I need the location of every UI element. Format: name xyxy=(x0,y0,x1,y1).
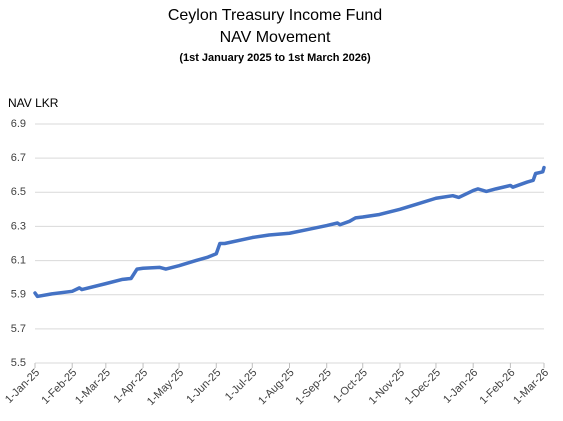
x-tick-label: 1-Dec-25 xyxy=(403,367,443,407)
x-tick-label: 1-Oct-25 xyxy=(331,367,370,406)
y-tick-label: 5.9 xyxy=(11,289,26,301)
y-axis-label: NAV LKR xyxy=(8,96,59,110)
date-range: (1st January 2025 to 1st March 2026) xyxy=(179,52,371,64)
y-tick-label: 6.1 xyxy=(11,254,26,266)
x-tick-label: 1-Feb-26 xyxy=(478,367,518,407)
x-tick-label: 1-Mar-26 xyxy=(511,367,551,407)
x-tick-label: 1-Jan-25 xyxy=(3,367,42,406)
y-tick-label: 5.5 xyxy=(11,357,26,369)
x-tick-label: 1-Sep-25 xyxy=(293,367,333,407)
x-tick-label: 1-Jan-26 xyxy=(441,367,480,406)
line-series xyxy=(33,165,546,299)
x-tick-label: 1-Jun-25 xyxy=(184,367,223,406)
chart-subtitle: NAV Movement xyxy=(220,29,331,46)
x-tick-label: 1-May-25 xyxy=(145,367,186,408)
y-tick-label: 5.7 xyxy=(11,323,26,335)
y-tick-label: 6.9 xyxy=(11,118,26,130)
y-tick-label: 6.5 xyxy=(11,186,26,198)
x-tick-label: 1-Aug-25 xyxy=(256,367,296,407)
x-tick-label: 1-Jul-25 xyxy=(223,367,260,404)
y-tick-label: 6.7 xyxy=(11,152,26,164)
y-tick-label: 6.3 xyxy=(11,220,26,232)
x-tick-label: 1-Feb-25 xyxy=(39,367,79,407)
chart-title: Ceylon Treasury Income Fund xyxy=(168,7,382,24)
x-tick-label: 1-Mar-25 xyxy=(73,367,113,407)
x-tick-label: 1-Nov-25 xyxy=(367,367,407,407)
